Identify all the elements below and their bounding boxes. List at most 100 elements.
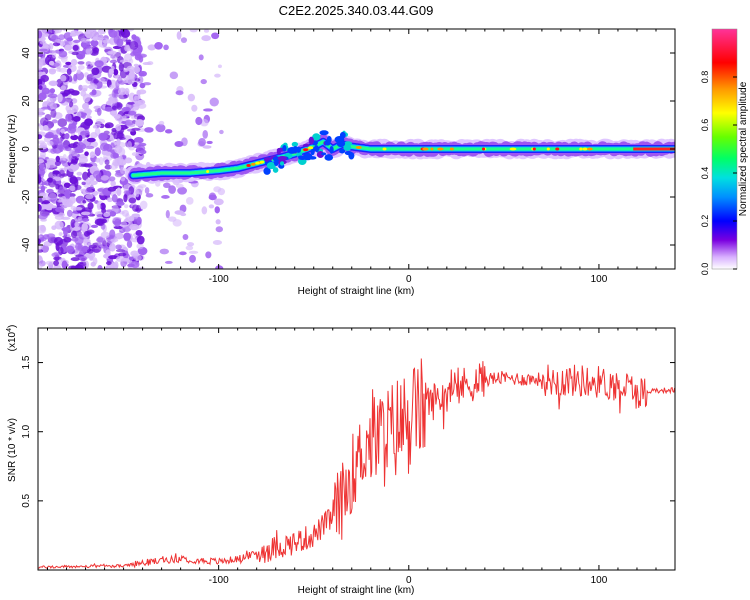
noise-blob xyxy=(84,151,89,157)
noise-blob xyxy=(38,71,46,76)
noise-blob xyxy=(38,262,43,269)
noise-blob xyxy=(203,29,210,33)
y-tick-label: 1.5 xyxy=(21,355,32,369)
noise-blob xyxy=(39,117,49,127)
noise-blob xyxy=(215,226,223,233)
noise-blob xyxy=(64,189,70,198)
noise-blob xyxy=(40,203,48,210)
noise-blob xyxy=(77,141,84,149)
noise-blob xyxy=(38,255,42,260)
colorbar-tick-label: 0.6 xyxy=(700,119,710,132)
noise-blob xyxy=(91,67,100,76)
noise-blob xyxy=(54,220,64,230)
noise-blob xyxy=(96,203,102,211)
noise-blob xyxy=(85,194,94,200)
noise-blob xyxy=(91,245,102,254)
noise-blob xyxy=(75,264,84,269)
noise-blob xyxy=(81,112,87,117)
noise-blob xyxy=(158,120,165,126)
noise-blob xyxy=(128,58,134,64)
ridge-peak xyxy=(555,147,560,151)
noise-blob xyxy=(38,92,47,101)
noise-blob xyxy=(140,149,147,155)
noise-blob xyxy=(124,44,131,52)
noise-blob xyxy=(191,104,198,112)
noise-blob xyxy=(38,140,46,145)
noise-blob xyxy=(209,97,219,107)
noise-blob xyxy=(123,232,132,241)
noise-blob xyxy=(58,169,65,179)
noise-blob xyxy=(115,124,122,132)
noise-blob xyxy=(119,59,129,63)
noise-blob xyxy=(68,143,78,149)
noise-blob xyxy=(115,244,122,250)
noise-blob xyxy=(123,193,128,203)
noise-blob xyxy=(38,249,44,253)
noise-blob xyxy=(113,68,119,76)
noise-blob xyxy=(127,101,135,105)
ridge-blob xyxy=(297,155,304,159)
noise-blob xyxy=(133,95,140,102)
noise-blob xyxy=(77,65,85,70)
noise-blob xyxy=(111,194,118,203)
ridge-peak xyxy=(509,147,517,151)
noise-blob xyxy=(103,212,111,218)
noise-blob xyxy=(38,111,43,118)
noise-blob xyxy=(46,29,55,35)
noise-blob xyxy=(68,153,73,161)
noise-blob xyxy=(56,141,64,150)
spectrogram-panel: -100 0 100 -40 -20 0 20 40 Height of straight … xyxy=(7,28,676,297)
noise-blob xyxy=(39,163,45,172)
noise-blob xyxy=(38,67,43,71)
noise-blob xyxy=(107,29,113,34)
noise-blob xyxy=(147,61,154,66)
noise-blob xyxy=(43,125,49,131)
ridge-peak xyxy=(481,147,486,151)
noise-blob xyxy=(64,133,70,140)
noise-blob xyxy=(109,243,116,252)
noise-blob xyxy=(189,254,196,263)
snr-frame xyxy=(37,327,676,571)
y-tick-label: 0.5 xyxy=(21,493,32,507)
noise-blob xyxy=(97,29,107,35)
noise-blob xyxy=(42,200,50,205)
noise-blob xyxy=(81,181,86,186)
noise-blob xyxy=(215,265,224,269)
noise-blob xyxy=(72,116,81,122)
noise-blob xyxy=(110,180,116,187)
noise-blob xyxy=(73,206,83,211)
noise-blob xyxy=(63,227,68,237)
noise-blob xyxy=(145,193,154,198)
noise-blob xyxy=(57,212,65,218)
noise-blob xyxy=(55,155,60,163)
noise-blob xyxy=(102,43,108,49)
noise-blob xyxy=(65,61,72,66)
noise-blob xyxy=(185,196,194,205)
noise-blob xyxy=(40,224,46,232)
noise-blob xyxy=(130,51,136,57)
noise-blob xyxy=(98,77,106,82)
ridge-blob xyxy=(277,155,287,161)
noise-blob xyxy=(137,99,146,105)
noise-blob xyxy=(58,232,63,236)
noise-blob xyxy=(71,104,79,113)
noise-blob xyxy=(63,203,73,208)
ridge-blob xyxy=(266,161,276,170)
noise-blob xyxy=(89,151,96,158)
noise-blob xyxy=(113,225,124,230)
noise-blob xyxy=(48,80,58,87)
noise-blob xyxy=(84,101,89,108)
noise-blob xyxy=(180,37,188,44)
noise-blob xyxy=(53,260,59,266)
noise-blob xyxy=(104,159,110,165)
noise-blob xyxy=(134,78,141,82)
noise-blob xyxy=(205,251,212,259)
noise-blob xyxy=(117,87,127,96)
noise-blob xyxy=(60,85,67,91)
noise-blob xyxy=(74,221,80,228)
noise-blob xyxy=(68,196,76,204)
noise-blob xyxy=(123,77,129,84)
noise-blob xyxy=(77,61,85,65)
noise-blob xyxy=(57,93,63,103)
